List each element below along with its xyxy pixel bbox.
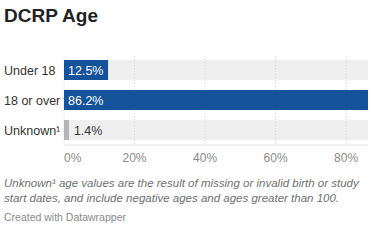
bars (64, 60, 368, 140)
bar (64, 60, 108, 80)
category-label: Unknown¹ (4, 124, 60, 138)
title: DCRP Age (4, 5, 98, 26)
data-label: 86.2% (68, 94, 103, 108)
axis-line (64, 145, 368, 146)
data-label: 12.5% (68, 64, 103, 78)
tick-label: 40% (193, 151, 217, 165)
row-band (64, 60, 368, 80)
bar (64, 90, 368, 110)
data-label: 1.4% (74, 124, 103, 138)
tick-label: 0% (64, 151, 82, 165)
tick-label: 60% (264, 151, 288, 165)
credit: Created with Datawrapper (4, 211, 126, 223)
row-band (64, 120, 368, 140)
bar (64, 120, 69, 140)
category-label: Under 18 (4, 64, 55, 78)
footnote: Unknown¹ age values are the result of mi… (4, 176, 364, 206)
tick-label: 20% (123, 151, 147, 165)
category-label: 18 or over (4, 94, 60, 108)
tick-label: 80% (334, 151, 358, 165)
row-band (64, 90, 368, 110)
